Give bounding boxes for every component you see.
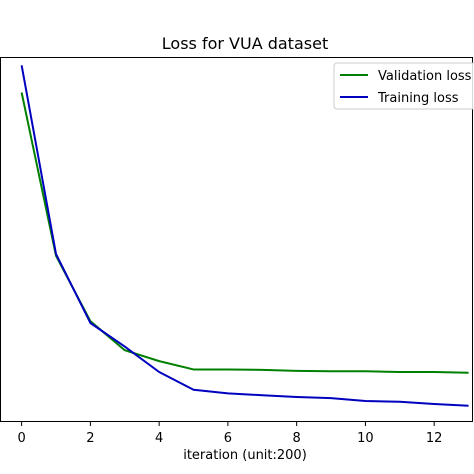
x-axis-label: iteration (unit:200): [183, 448, 307, 463]
series-layer: [20, 65, 469, 407]
x-tick-label: 12: [426, 431, 443, 446]
chart-title: Loss for VUA dataset: [162, 34, 328, 53]
plot-frame: [0, 57, 473, 422]
x-tick-label: 2: [86, 431, 94, 446]
x-tick-label: 10: [357, 431, 374, 446]
legend-label-1: Training loss: [377, 91, 459, 106]
legend: Validation loss Training loss: [333, 62, 474, 110]
legend-label-0: Validation loss: [378, 69, 472, 84]
x-tick-label: 0: [17, 431, 25, 446]
x-axis-ticks: 0 2 4 6 8 10 12: [17, 421, 442, 446]
x-tick-label: 4: [155, 431, 163, 446]
series-line-1: [20, 65, 469, 407]
x-tick-label: 6: [224, 431, 232, 446]
legend-box: [333, 62, 474, 110]
x-tick-label: 8: [293, 431, 301, 446]
